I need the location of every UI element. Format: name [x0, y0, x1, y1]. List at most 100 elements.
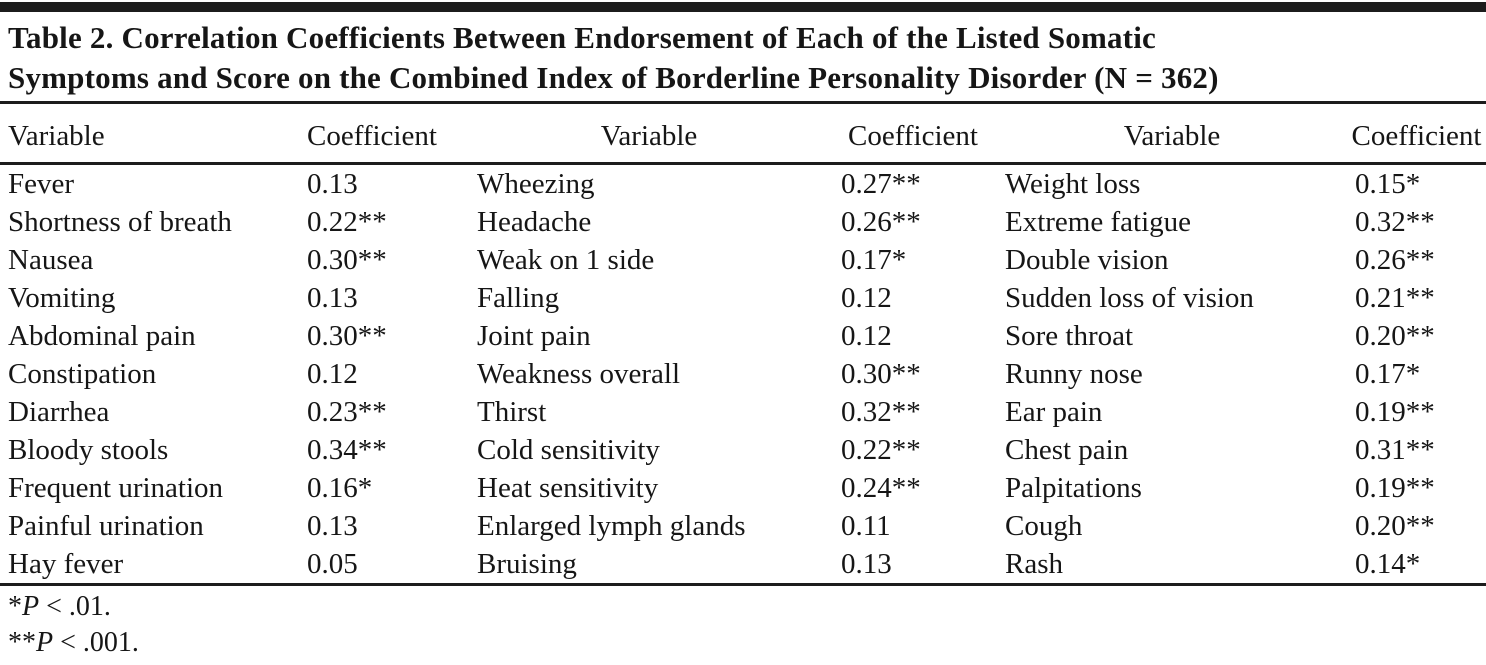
variable-cell: Bruising: [477, 548, 577, 580]
coefficient-cell: 0.20**: [1355, 320, 1435, 352]
table-row: Diarrhea 0.23** Thirst 0.32** Ear pain 0.19**: [0, 393, 1486, 431]
footnote-text: < .001.: [53, 627, 139, 658]
table-row: Fever 0.13 Wheezing 0.27** Weight loss 0.15*: [0, 164, 1486, 204]
coefficient-cell: 0.05: [307, 548, 358, 580]
variable-cell: Shortness of breath: [8, 206, 232, 238]
coefficient-cell: 0.32**: [1355, 206, 1435, 238]
coefficient-cell: 0.13: [307, 282, 358, 314]
variable-cell: Palpitations: [1005, 472, 1142, 504]
variable-cell: Painful urination: [8, 510, 204, 542]
variable-cell: Weight loss: [1005, 168, 1141, 200]
coefficient-cell: 0.22**: [307, 206, 387, 238]
footnote-2: **P < .001.: [8, 625, 1478, 661]
variable-cell: Weak on 1 side: [477, 244, 655, 276]
variable-cell: Sudden loss of vision: [1005, 282, 1254, 314]
table-row: Shortness of breath 0.22** Headache 0.26** E…: [0, 203, 1486, 241]
coefficient-cell: 0.23**: [307, 396, 387, 428]
table-row: Vomiting 0.13 Falling 0.12 Sudden loss of vi…: [0, 279, 1486, 317]
variable-cell: Wheezing: [477, 168, 595, 200]
table-title: Table 2. Correlation Coefficients Betwee…: [0, 12, 1486, 101]
coefficient-cell: 0.34**: [307, 434, 387, 466]
table-row: Painful urination 0.13 Enlarged lymph glan…: [0, 507, 1486, 545]
table-title-line1: Table 2. Correlation Coefficients Betwee…: [8, 20, 1156, 55]
coefficient-cell: 0.31**: [1355, 434, 1435, 466]
coefficient-cell: 0.11: [841, 510, 891, 542]
table-row: Nausea 0.30** Weak on 1 side 0.17* Double vi…: [0, 241, 1486, 279]
coefficient-cell: 0.26**: [1355, 244, 1435, 276]
variable-cell: Sore throat: [1005, 320, 1134, 352]
header-row: Variable Coefficient Variable Coefficient Va…: [0, 104, 1486, 164]
column-header: Coefficient: [1351, 120, 1482, 152]
coefficient-cell: 0.20**: [1355, 510, 1435, 542]
footnote-p-symbol: P: [22, 591, 40, 622]
top-rule: [0, 2, 1486, 12]
coefficient-cell: 0.13: [307, 510, 358, 542]
coefficient-cell: 0.17*: [1355, 358, 1421, 390]
variable-cell: Frequent urination: [8, 472, 224, 504]
coefficient-cell: 0.14*: [1355, 548, 1421, 580]
coefficient-cell: 0.19**: [1355, 472, 1435, 504]
footnote-marker: **: [8, 627, 36, 658]
column-header: Coefficient: [307, 120, 437, 152]
table-row: Abdominal pain 0.30** Joint pain 0.12 Sore t…: [0, 317, 1486, 355]
table-row: Frequent urination 0.16* Heat sensitivity 0…: [0, 469, 1486, 507]
variable-cell: Cold sensitivity: [477, 434, 660, 466]
variable-cell: Vomiting: [8, 282, 116, 314]
footnote-marker: *: [8, 591, 22, 622]
coefficient-cell: 0.30**: [307, 320, 387, 352]
variable-cell: Chest pain: [1005, 434, 1129, 466]
variable-cell: Bloody stools: [8, 434, 169, 466]
footnote-1: *P < .01.: [8, 589, 1478, 625]
coefficient-cell: 0.30**: [307, 244, 387, 276]
variable-cell: Falling: [477, 282, 560, 314]
coefficient-cell: 0.26**: [841, 206, 921, 238]
variable-cell: Nausea: [8, 244, 94, 276]
coefficient-cell: 0.21**: [1355, 282, 1435, 314]
footnotes: *P < .01. **P < .001.: [0, 586, 1486, 662]
coefficient-cell: 0.12: [841, 320, 892, 352]
column-header: Variable: [8, 120, 105, 152]
table-title-line2: Symptoms and Score on the Combined Index…: [8, 60, 1219, 95]
footnote-p-symbol: P: [36, 627, 54, 658]
coefficient-cell: 0.24**: [841, 472, 921, 504]
coefficient-cell: 0.15*: [1355, 168, 1421, 200]
footnote-text: < .01.: [39, 591, 111, 622]
table-header: Variable Coefficient Variable Coefficient Va…: [0, 104, 1486, 164]
column-header: Variable: [1123, 120, 1221, 152]
variable-cell: Hay fever: [8, 548, 124, 580]
variable-cell: Ear pain: [1005, 396, 1103, 428]
coefficient-cell: 0.27**: [841, 168, 921, 200]
variable-cell: Enlarged lymph glands: [477, 510, 746, 542]
coefficient-cell: 0.19**: [1355, 396, 1435, 428]
variable-cell: Extreme fatigue: [1005, 206, 1191, 238]
coefficient-cell: 0.17*: [841, 244, 907, 276]
variable-cell: Rash: [1005, 548, 1063, 580]
variable-cell: Runny nose: [1005, 358, 1143, 390]
coefficient-cell: 0.13: [307, 168, 358, 200]
column-header: Variable: [600, 120, 698, 152]
coefficient-cell: 0.13: [841, 548, 892, 580]
variable-cell: Headache: [477, 206, 592, 238]
variable-cell: Weakness overall: [477, 358, 680, 390]
coefficient-cell: 0.32**: [841, 396, 921, 428]
variable-cell: Cough: [1005, 510, 1083, 542]
variable-cell: Constipation: [8, 358, 157, 390]
footnote-divider: [0, 583, 1486, 586]
table-body: Fever 0.13 Wheezing 0.27** Weight loss 0.15* S…: [0, 164, 1486, 584]
coefficient-cell: 0.12: [841, 282, 892, 314]
variable-cell: Double vision: [1005, 244, 1169, 276]
variable-cell: Heat sensitivity: [477, 472, 659, 504]
coefficient-cell: 0.16*: [307, 472, 373, 504]
correlation-table: Variable Coefficient Variable Coefficient Va…: [0, 104, 1486, 583]
variable-cell: Joint pain: [477, 320, 591, 352]
variable-cell: Thirst: [477, 396, 547, 428]
variable-cell: Diarrhea: [8, 396, 110, 428]
table-row: Constipation 0.12 Weakness overall 0.30** Ru…: [0, 355, 1486, 393]
column-header: Coefficient: [848, 120, 978, 152]
coefficient-cell: 0.22**: [841, 434, 921, 466]
title-divider: [0, 101, 1486, 104]
coefficient-cell: 0.30**: [841, 358, 921, 390]
table-row: Bloody stools 0.34** Cold sensitivity 0.22*…: [0, 431, 1486, 469]
variable-cell: Fever: [8, 168, 75, 200]
